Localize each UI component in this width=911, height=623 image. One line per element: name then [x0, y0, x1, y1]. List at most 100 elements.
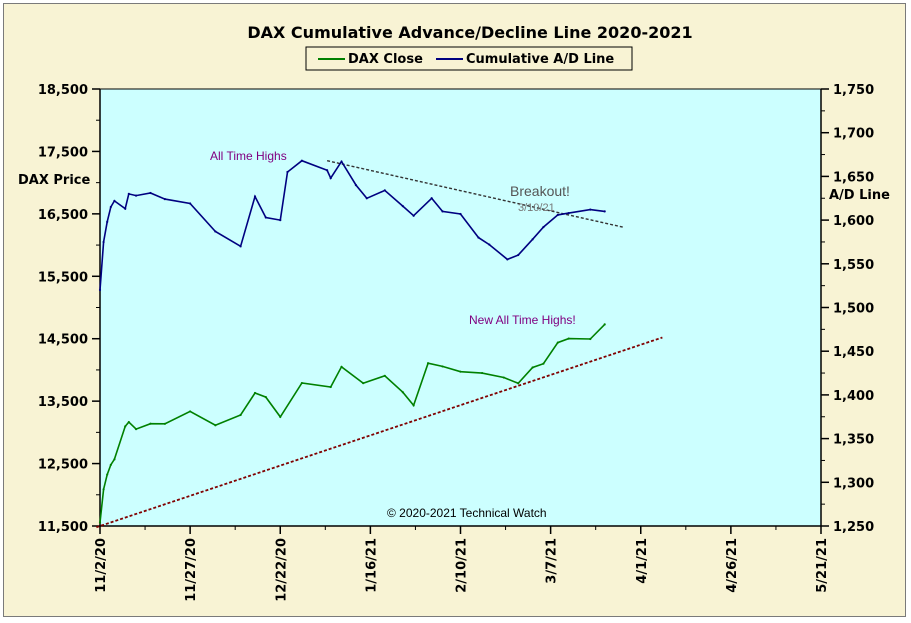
legend-label-ad: Cumulative A/D Line [466, 52, 614, 67]
legend: DAX Close Cumulative A/D Line [305, 46, 633, 71]
dax-point [102, 488, 105, 491]
dax-point [300, 381, 303, 385]
y-right-tick-label: 1,750 [833, 83, 874, 98]
dax-point [459, 370, 462, 373]
ad-point [109, 205, 112, 209]
dax-point [127, 421, 130, 424]
ad-point [589, 208, 592, 211]
dax-point [106, 473, 109, 476]
dax-point [556, 341, 559, 344]
dax-point [441, 365, 444, 368]
chart-title: DAX Cumulative Advance/Decline Line 2020… [247, 23, 692, 42]
y-right-tick-label: 1,400 [833, 389, 874, 404]
ad-point [567, 212, 570, 215]
dax-point [264, 395, 267, 399]
ad-point [340, 160, 343, 163]
y-right-tick-label: 1,550 [833, 258, 874, 273]
x-tick-label: 2/10/21 [455, 538, 470, 593]
y-right-tick-label: 1,600 [833, 214, 874, 229]
ad-point [354, 184, 358, 187]
ad-point [214, 230, 217, 233]
y-left-tick-label: 18,500 [38, 83, 88, 98]
series-points-cumulative-ad [98, 159, 606, 292]
y-right-tick-label: 1,250 [833, 520, 874, 535]
ad-point [430, 197, 433, 200]
ad-point [279, 219, 282, 222]
ad-point [542, 225, 545, 229]
ad-point [98, 288, 102, 292]
ad-point [134, 194, 138, 197]
dax-point [189, 410, 192, 413]
x-tick-label: 12/22/20 [274, 538, 289, 602]
y-left-tick-label: 13,500 [38, 395, 88, 410]
x-tick-label: 11/2/20 [94, 538, 109, 593]
series-points-dax-close [98, 323, 606, 524]
ad-point [124, 207, 127, 210]
dax-point [340, 365, 343, 368]
ad-point [401, 205, 404, 208]
ad-point [412, 214, 415, 217]
x-tick-label: 4/26/21 [725, 538, 740, 593]
ad-point [239, 245, 242, 248]
resistance-trendline [326, 159, 623, 228]
y-left-tick-label: 11,500 [38, 520, 88, 535]
dax-point [109, 463, 112, 466]
dax-point [517, 382, 520, 385]
ad-point [477, 236, 480, 239]
dax-point [481, 371, 484, 375]
dax-point [502, 376, 505, 379]
dax-point [124, 425, 127, 428]
dax-point [603, 323, 606, 326]
ad-point [531, 238, 534, 241]
ad-point [300, 159, 303, 162]
x-tick-label: 1/16/21 [364, 538, 379, 593]
ad-point [556, 213, 559, 216]
ad-point [286, 170, 289, 174]
y-right-tick-label: 1,350 [833, 433, 874, 448]
ad-point [506, 258, 509, 261]
dax-point [329, 385, 332, 389]
dax-point [214, 424, 217, 427]
y-right-tick-label: 1,650 [833, 170, 874, 185]
dax-point [134, 428, 138, 431]
y-left-tick-label: 14,500 [38, 333, 88, 348]
dax-point [253, 391, 257, 395]
legend-label-dax: DAX Close [348, 52, 423, 67]
y-left-tick-label: 16,500 [38, 208, 88, 223]
annotation-breakout: Breakout! [510, 183, 570, 199]
y-right-tick-label: 1,700 [833, 127, 874, 142]
legend-box [305, 46, 633, 71]
dax-point [567, 337, 570, 340]
dax-point [149, 422, 152, 425]
ad-point [441, 210, 444, 213]
ad-point [149, 191, 152, 195]
ad-point [459, 212, 462, 216]
ad-point [329, 177, 332, 180]
ad-point [106, 220, 109, 223]
plot-area [99, 88, 822, 527]
y-right-tick-label: 1,500 [833, 302, 874, 317]
ad-point [189, 202, 192, 205]
dax-point [426, 362, 430, 365]
ad-point [517, 253, 520, 257]
ad-point [127, 192, 130, 195]
dax-point [401, 391, 404, 394]
ad-point [383, 189, 386, 192]
x-tick-label: 4/1/21 [635, 538, 650, 584]
dax-point [542, 362, 545, 365]
ad-point [113, 199, 116, 202]
dax-point [98, 521, 102, 524]
y-right-tick-label: 1,450 [833, 345, 874, 360]
x-axis: 11/2/20 11/27/20 12/22/20 1/16/21 2/10/21 3/7… [94, 525, 830, 602]
annotation-new-all-time-highs: New All Time Highs! [469, 313, 576, 327]
dax-point [279, 415, 282, 419]
y-left-tick-label: 12,500 [38, 458, 88, 473]
y-right-tick-label: 1,300 [833, 476, 874, 491]
ad-point [264, 216, 267, 219]
y-left-tick-label: 15,500 [38, 270, 88, 285]
annotation-breakout-date: 3/10/21 [518, 202, 555, 214]
dax-point [113, 458, 116, 461]
ad-point [326, 169, 329, 172]
y-axis-right: 1,250 1,300 1,350 1,400 1,450 1,500 1,550 1,600… [820, 83, 874, 535]
